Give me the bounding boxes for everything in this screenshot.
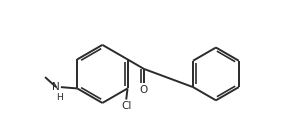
Text: N: N	[52, 82, 60, 92]
Text: Cl: Cl	[121, 101, 131, 111]
Text: H: H	[56, 93, 63, 102]
Text: O: O	[140, 85, 148, 95]
